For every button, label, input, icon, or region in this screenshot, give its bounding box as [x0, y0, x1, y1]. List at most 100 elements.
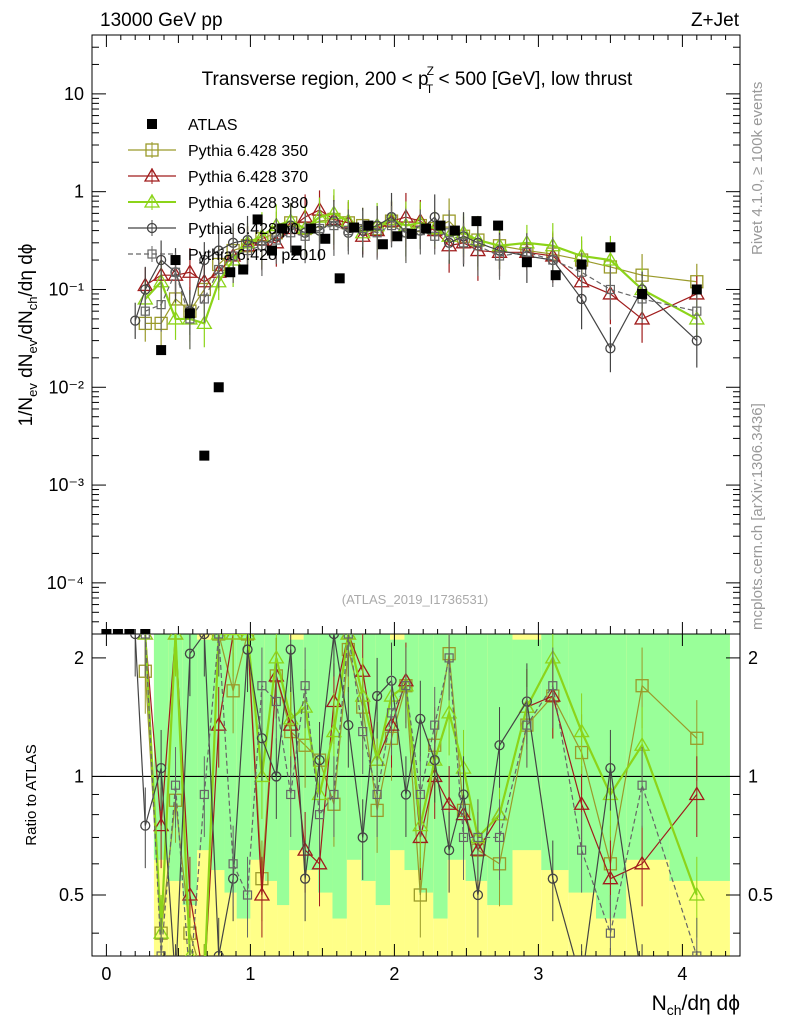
- ratio-marker-p370: [688, 786, 705, 801]
- chart-title-sub: T: [426, 82, 434, 96]
- atlas-point: [252, 214, 263, 225]
- ratio-marker-p0: [242, 644, 253, 655]
- marker-p0: [130, 315, 141, 326]
- ratio-marker-p350: [635, 679, 649, 693]
- ratio-marker-p0: [140, 820, 151, 831]
- atlas-point: [576, 259, 587, 270]
- atlas-point: [238, 264, 249, 275]
- marker-p0: [576, 293, 587, 305]
- legend-marker-p350: [145, 143, 159, 157]
- marker-p0: [691, 335, 702, 346]
- legend-label: Pythia 6.428 p2010: [188, 247, 326, 264]
- ratio-marker-p2010: [286, 789, 296, 800]
- ratio-tick-label: 1: [74, 766, 84, 786]
- atlas-point: [471, 216, 482, 227]
- marker-p380: [602, 251, 619, 266]
- ratio-marker-p0: [271, 771, 282, 782]
- atlas-point: [112, 629, 123, 634]
- ratio-marker-p370: [573, 795, 590, 810]
- analysis-watermark: (ATLAS_2019_I1736531): [342, 592, 488, 607]
- ratio-band-inner: [465, 634, 488, 881]
- ratio-marker-p0: [638, 978, 647, 987]
- atlas-point: [550, 270, 561, 281]
- ratio-marker-p370: [253, 886, 271, 901]
- ratio-plot-data: [92, 634, 740, 987]
- atlas-point: [421, 223, 432, 234]
- y-tick-label: 10: [64, 84, 84, 104]
- legend-label: Pythia 6.428 350: [188, 143, 308, 160]
- ratio-marker-p0: [577, 978, 586, 987]
- ratio-marker-p2010: [401, 681, 411, 691]
- atlas-point: [170, 255, 181, 266]
- ratio-marker-p370: [197, 975, 211, 987]
- ratio-tick-label-right: 1: [748, 766, 758, 786]
- atlas-point: [156, 345, 167, 356]
- ratio-marker-p350: [690, 731, 704, 745]
- ratio-band-inner: [346, 634, 362, 860]
- ratio-band-inner: [211, 634, 225, 871]
- ratio-plot-frame: [91, 633, 741, 957]
- ratio-marker-p2010: [692, 951, 702, 956]
- ratio-marker-p380: [167, 634, 184, 640]
- chart-title-pre: Transverse region, 200 < p: [202, 69, 429, 90]
- ratio-tick-label-right: 2: [748, 648, 758, 668]
- marker-p0: [605, 343, 616, 354]
- ratio-band-inner: [224, 634, 237, 893]
- ratio-marker-p0: [400, 789, 412, 800]
- x-tick-label: 3: [533, 964, 543, 984]
- ratio-band-inner: [375, 634, 391, 906]
- ratio-marker-p2010: [300, 681, 310, 691]
- ratio-marker-p0: [415, 713, 426, 725]
- x-tick-label: 1: [245, 964, 255, 984]
- legend-marker-p2010: [147, 249, 157, 259]
- ratio-marker-p2010: [494, 832, 505, 843]
- y-axis-label: 1/Nev dNev/dNch/dη dϕ: [16, 244, 40, 427]
- ratio-marker-p2010: [214, 634, 224, 639]
- y-tick-label: 10⁻³: [48, 475, 84, 495]
- ratio-marker-p380: [688, 886, 705, 901]
- ratio-band-inner: [361, 634, 376, 881]
- atlas-point: [225, 267, 236, 278]
- ratio-marker-p2010: [458, 832, 469, 843]
- marker-p2010: [548, 255, 558, 265]
- legend-label: Pythia 6.428 380: [188, 195, 308, 212]
- marker-p0: [199, 254, 210, 266]
- ratio-marker-p0: [343, 719, 354, 731]
- atlas-point: [199, 450, 210, 461]
- ratio-marker-p380: [282, 710, 299, 725]
- ratio-marker-p370: [602, 870, 619, 885]
- chart-title: Transverse region, 200 < pZ T < 500 [GeV]…: [202, 64, 633, 96]
- x-tick-label: 4: [677, 964, 687, 984]
- atlas-point: [184, 308, 195, 319]
- ratio-marker-p2010: [637, 780, 647, 790]
- ratio-marker-p2010: [156, 951, 166, 956]
- atlas-point: [392, 231, 403, 242]
- ratio-marker-p2010: [199, 789, 209, 800]
- legend-label: ATLAS: [188, 117, 238, 134]
- ratio-marker-p2010: [386, 708, 397, 718]
- ratio-marker-p2010: [242, 890, 253, 900]
- ratio-marker-p2010: [358, 726, 368, 737]
- atlas-point: [101, 629, 112, 634]
- legend-marker-ATLAS: [147, 119, 157, 129]
- marker-p2010: [228, 251, 238, 261]
- atlas-point: [605, 242, 616, 253]
- y-tick-label: 10⁻⁴: [47, 573, 84, 593]
- marker-p2010: [199, 294, 209, 304]
- ratio-marker-p0: [472, 889, 484, 901]
- ratio-marker-p2010: [329, 789, 339, 800]
- ratio-marker-p2010: [415, 789, 425, 800]
- marker-p2010: [605, 284, 616, 295]
- x-tick-label: 0: [101, 964, 111, 984]
- legend-marker-p0: [146, 222, 158, 234]
- ratio-marker-p380: [185, 947, 195, 956]
- atlas-point: [435, 220, 446, 231]
- header-left: 13000 GeV pp: [100, 10, 223, 31]
- atlas-point: [213, 382, 224, 393]
- y-tick-label: 10⁻¹: [48, 279, 84, 299]
- marker-p2010: [473, 241, 483, 251]
- ratio-marker-p380: [268, 649, 285, 664]
- legend-marker-p380: [143, 193, 161, 208]
- marker-p2010: [242, 245, 253, 256]
- atlas-point: [493, 220, 504, 231]
